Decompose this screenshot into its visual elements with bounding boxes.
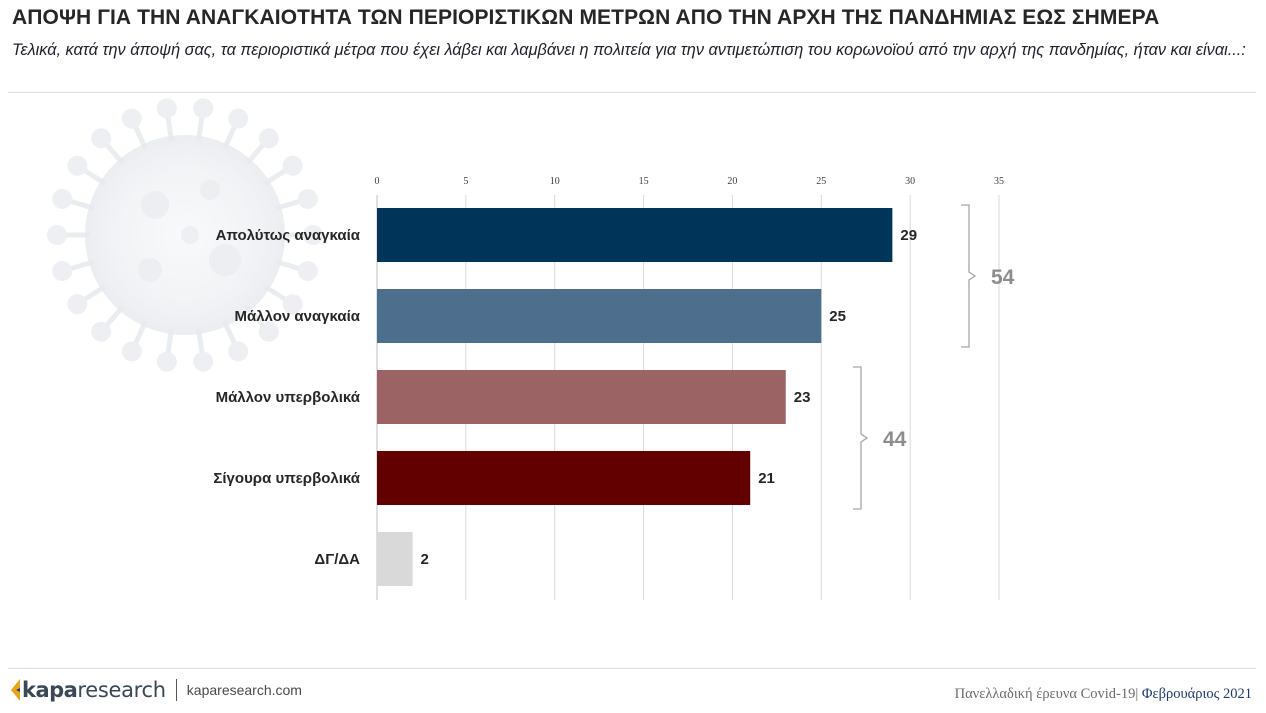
category-label: Απολύτως αναγκαία xyxy=(216,227,361,244)
category-label: ΔΓ/ΔΑ xyxy=(314,551,360,568)
x-tick-label: 20 xyxy=(727,176,737,187)
bar xyxy=(377,370,786,424)
bottom-divider xyxy=(8,668,1256,669)
data-label: 21 xyxy=(758,470,775,487)
group-total-label: 54 xyxy=(991,266,1015,289)
bar xyxy=(377,289,822,343)
group-bracket xyxy=(853,366,869,510)
kapa-logo-icon xyxy=(11,679,20,701)
data-label: 2 xyxy=(421,551,429,568)
data-label: 29 xyxy=(900,227,917,244)
x-tick-label: 25 xyxy=(816,176,826,187)
group-bracket xyxy=(961,204,977,348)
x-tick-label: 35 xyxy=(994,176,1004,187)
logo-separator xyxy=(175,679,177,701)
data-label: 23 xyxy=(794,389,811,406)
question-subtitle: Τελικά, κατά την άποψή σας, τα περιοριστ… xyxy=(12,41,1246,59)
survey-footer: Πανελλαδική έρευνα Covid-19| Φεβρουάριος… xyxy=(955,686,1252,703)
category-label: Μάλλον υπερβολικά xyxy=(216,389,361,406)
website-link[interactable]: kaparesearch.com xyxy=(186,682,302,698)
bar xyxy=(377,208,893,262)
category-label: Μάλλον αναγκαία xyxy=(235,308,361,325)
x-tick-label: 10 xyxy=(550,176,560,187)
bar xyxy=(377,532,413,586)
coronavirus-illustration xyxy=(47,98,323,372)
x-tick-label: 5 xyxy=(463,176,468,187)
logo-text-research: research xyxy=(77,678,166,702)
top-divider xyxy=(8,92,1256,93)
logo-text-kapa: kapa xyxy=(22,678,78,702)
x-tick-label: 30 xyxy=(905,176,915,187)
survey-name: Πανελλαδική έρευνα Covid-19| xyxy=(954,686,1139,702)
x-tick-label: 0 xyxy=(375,176,380,187)
data-label: 25 xyxy=(829,308,846,325)
group-total-label: 44 xyxy=(883,428,907,451)
kapa-research-logo: kapa research kaparesearch.com xyxy=(8,676,302,704)
x-tick-label: 15 xyxy=(639,176,649,187)
page-title: ΑΠΟΨΗ ΓΙΑ ΤΗΝ ΑΝΑΓΚΑΙΟΤΗΤΑ ΤΩΝ ΠΕΡΙΟΡΙΣΤ… xyxy=(12,6,1160,29)
category-label: Σίγουρα υπερβολικά xyxy=(213,470,360,487)
bar xyxy=(377,451,751,505)
survey-date: Φεβρουάριος 2021 xyxy=(1138,686,1252,702)
